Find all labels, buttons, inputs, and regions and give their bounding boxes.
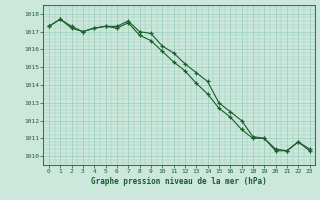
X-axis label: Graphe pression niveau de la mer (hPa): Graphe pression niveau de la mer (hPa) — [91, 177, 267, 186]
